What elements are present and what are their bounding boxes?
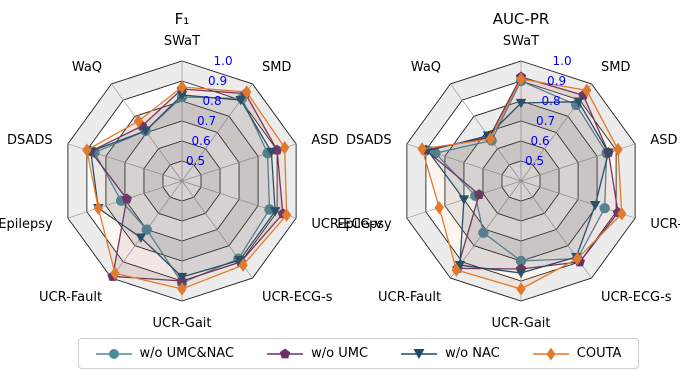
legend-label-umc-nac: w/o UMC&NAC xyxy=(139,346,235,361)
data-point-couta xyxy=(280,140,290,155)
axis-label-asd: ASD xyxy=(311,133,338,148)
legend-item-umc-nac: w/o UMC&NAC xyxy=(95,346,235,361)
data-point-w-o-umc-nac xyxy=(264,204,275,215)
data-point-couta xyxy=(582,83,592,98)
radial-tick-label: 0.7 xyxy=(536,114,555,128)
axis-label-asd: ASD xyxy=(650,133,677,148)
data-point-w-o-nac xyxy=(135,233,147,243)
axis-label-waq: WaQ xyxy=(72,60,102,75)
radial-tick-label: 0.8 xyxy=(203,94,222,108)
data-point-couta xyxy=(241,85,252,99)
data-point-w-o-nac xyxy=(234,256,245,266)
axis-label-ucr-ecg-s: UCR-ECG-s xyxy=(601,290,672,305)
legend-item-nac: w/o NAC xyxy=(401,346,500,361)
axis-label-ucr-gait: UCR-Gait xyxy=(152,316,211,331)
axis-label-epilepsy: Epilepsy xyxy=(337,217,392,232)
data-point-w-o-nac xyxy=(573,97,584,107)
axis-label-waq: WaQ xyxy=(411,60,441,75)
data-point-couta xyxy=(281,208,292,222)
legend-item-couta: COUTA xyxy=(532,346,622,361)
radial-tick-label: 0.6 xyxy=(531,134,550,148)
data-point-w-o-nac xyxy=(266,147,277,158)
data-point-w-o-nac xyxy=(176,90,188,101)
axis-label-ucr-fault: UCR-Fault xyxy=(378,290,441,305)
axis-label-dsads: DSADS xyxy=(346,133,392,148)
data-point-w-o-nac xyxy=(589,200,601,211)
data-point-w-o-nac xyxy=(140,126,151,137)
series-couta xyxy=(417,72,627,296)
data-point-couta xyxy=(572,251,583,266)
axis-label-ucr-gait: UCR-Gait xyxy=(491,316,550,331)
data-point-couta xyxy=(133,114,144,128)
data-point-w-o-umc xyxy=(121,193,133,204)
data-point-w-o-nac xyxy=(515,268,527,279)
data-point-couta xyxy=(617,206,627,221)
radial-tick-label: 0.5 xyxy=(525,154,544,168)
data-point-w-o-nac xyxy=(515,98,527,109)
legend-marker-circle-icon xyxy=(95,348,132,359)
axis-label-ucr-ecg-v: UCR-ECG-v xyxy=(311,217,382,232)
data-point-w-o-umc xyxy=(473,189,485,200)
legend-label-nac: w/o NAC xyxy=(445,346,500,361)
axis-label-swat: SWaT xyxy=(503,34,539,49)
data-point-couta xyxy=(177,282,187,296)
legend-marker-diamond-icon xyxy=(532,347,569,360)
data-point-couta xyxy=(110,266,120,280)
data-point-w-o-nac xyxy=(603,148,614,158)
data-point-w-o-nac xyxy=(270,207,281,217)
data-point-w-o-umc-nac xyxy=(515,255,527,267)
radar-chart-auc-pr: 0.5 0.6 0.7 0.8 0.9 1.0 SWaT SMD ASD UCR-ECG-v UCR… xyxy=(337,10,680,331)
data-point-couta xyxy=(516,282,526,296)
radial-tick-label: 1.0 xyxy=(214,54,233,68)
chart-title: AUC-PR xyxy=(493,10,550,28)
data-point-couta xyxy=(417,142,427,156)
data-point-couta xyxy=(93,201,103,215)
data-point-w-o-nac xyxy=(235,95,246,106)
data-point-w-o-nac xyxy=(458,195,470,205)
data-point-couta xyxy=(613,142,623,157)
radial-tick-label: 0.5 xyxy=(186,154,205,168)
data-point-couta xyxy=(82,143,92,157)
data-point-couta xyxy=(177,80,187,94)
axis-label-ucr-fault: UCR-Fault xyxy=(39,290,102,305)
radial-tick-label: 0.7 xyxy=(197,114,216,128)
radial-tick-label: 0.6 xyxy=(192,134,211,148)
series-couta xyxy=(82,80,292,296)
axis-label-ucr-ecg-s: UCR-ECG-s xyxy=(262,290,333,305)
axis-label-ucr-ecg-v: UCR-ECG-v xyxy=(650,217,680,232)
data-point-w-o-nac xyxy=(176,272,188,283)
axis-label-smd: SMD xyxy=(601,60,630,75)
series-w-o-nac xyxy=(85,90,281,283)
axis-label-epilepsy: Epilepsy xyxy=(0,217,53,232)
radial-tick-label: 0.9 xyxy=(547,74,566,88)
legend-marker-pentagon-icon xyxy=(267,348,304,358)
radial-tick-label: 1.0 xyxy=(553,54,572,68)
axis-label-swat: SWaT xyxy=(164,34,200,49)
legend-label-couta: COUTA xyxy=(576,346,622,361)
data-point-couta xyxy=(434,200,444,215)
radial-tick-label: 0.8 xyxy=(542,94,561,108)
series-w-o-nac xyxy=(422,97,614,279)
radar-figure: 0.5 0.6 0.7 0.8 0.9 1.0 SWaT SMD ASD UCR-ECG-v UCR… xyxy=(0,10,680,331)
data-point-couta xyxy=(516,72,526,86)
legend-item-umc: w/o UMC xyxy=(267,346,368,361)
legend-label-umc: w/o UMC xyxy=(311,346,369,361)
data-point-couta xyxy=(485,132,496,146)
data-point-w-o-umc-nac xyxy=(141,224,152,235)
chart-title: F₁ xyxy=(175,10,190,28)
legend-marker-triangle-icon xyxy=(401,348,438,359)
legend: w/o UMC&NAC w/o UMC w/o NAC COUTA xyxy=(78,338,639,369)
radar-chart-f1: 0.5 0.6 0.7 0.8 0.9 1.0 SWaT SMD ASD UCR-ECG-v UCR… xyxy=(0,10,383,331)
radial-tick-label: 0.9 xyxy=(208,74,227,88)
data-point-w-o-umc-nac xyxy=(478,227,489,238)
axis-label-smd: SMD xyxy=(262,60,291,75)
data-point-w-o-umc-nac xyxy=(599,202,610,214)
data-point-couta xyxy=(238,258,248,272)
data-point-w-o-nac xyxy=(454,260,466,271)
data-point-couta xyxy=(451,263,462,277)
data-point-w-o-umc xyxy=(271,144,283,155)
axis-label-dsads: DSADS xyxy=(7,133,53,148)
